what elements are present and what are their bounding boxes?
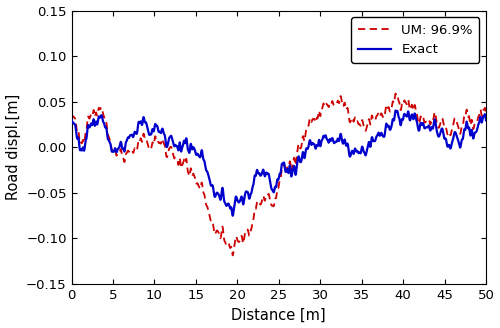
UM: 96.9%: (32.5, 0.0542): 96.9%: (32.5, 0.0542) xyxy=(338,96,344,100)
UM: 96.9%: (50, 0.0366): 96.9%: (50, 0.0366) xyxy=(483,112,489,116)
Legend: UM: 96.9%, Exact: UM: 96.9%, Exact xyxy=(351,17,480,63)
Exact xyxy=(227,206,233,210)
UM: 96.9%: (19.1, -0.11): 96.9%: (19.1, -0.11) xyxy=(227,246,233,250)
Exact xyxy=(68,118,74,122)
Exact xyxy=(392,109,398,113)
Exact xyxy=(410,114,416,118)
UM: 96.9%: (37.3, 0.0368): 96.9%: (37.3, 0.0368) xyxy=(378,112,384,116)
Y-axis label: Road displ.[m]: Road displ.[m] xyxy=(6,94,20,200)
Exact xyxy=(378,131,384,135)
Exact xyxy=(483,118,489,122)
UM: 96.9%: (0, 0.0366): 96.9%: (0, 0.0366) xyxy=(68,112,74,116)
Exact xyxy=(317,144,323,148)
Exact xyxy=(338,133,344,137)
Line: UM: 96.9%: UM: 96.9% xyxy=(72,93,486,256)
X-axis label: Distance [m]: Distance [m] xyxy=(232,307,326,322)
UM: 96.9%: (9.08, 0.00687): 96.9%: (9.08, 0.00687) xyxy=(144,139,150,143)
Exact xyxy=(144,124,150,128)
UM: 96.9%: (30, 0.0342): 96.9%: (30, 0.0342) xyxy=(317,114,323,118)
UM: 96.9%: (39.1, 0.0589): 96.9%: (39.1, 0.0589) xyxy=(392,92,398,95)
Line: Exact: Exact xyxy=(72,111,486,215)
UM: 96.9%: (41.1, 0.0446): 96.9%: (41.1, 0.0446) xyxy=(410,105,416,109)
UM: 96.9%: (19.4, -0.119): 96.9%: (19.4, -0.119) xyxy=(230,254,236,257)
Exact xyxy=(230,214,236,217)
